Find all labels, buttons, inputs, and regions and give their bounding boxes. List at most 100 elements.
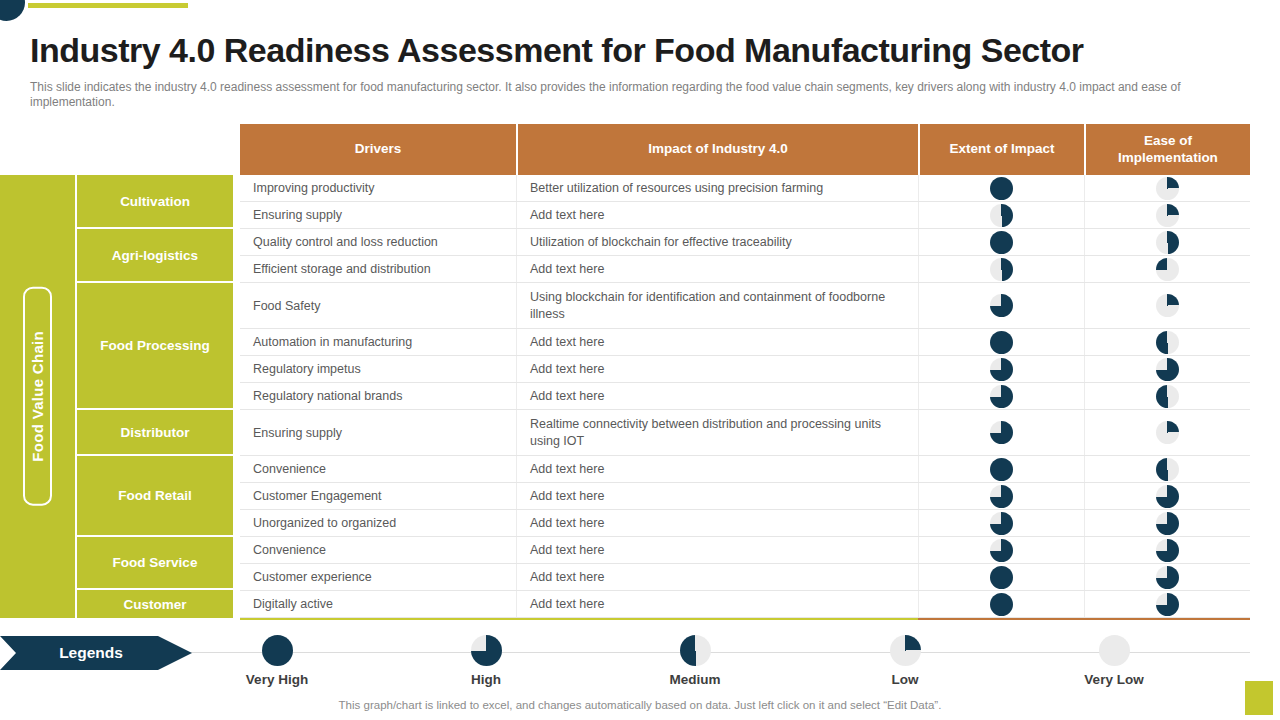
table-row: Improving productivity Better utilizatio… — [240, 175, 1250, 202]
harvey-ball-icon — [990, 458, 1013, 481]
ease-cell — [1084, 356, 1250, 382]
harvey-ball-icon — [990, 358, 1013, 381]
harvey-ball-icon — [680, 635, 711, 666]
extent-cell — [918, 537, 1084, 563]
legend-label: High — [471, 672, 501, 687]
harvey-ball-icon — [1156, 421, 1179, 444]
table-row: Regulatory national brands Add text here — [240, 383, 1250, 410]
page-title: Industry 4.0 Readiness Assessment for Fo… — [30, 31, 1084, 70]
group-customer: Customer — [77, 590, 233, 618]
extent-cell — [918, 256, 1084, 282]
ease-cell — [1084, 537, 1250, 563]
driver-cell: Regulatory impetus — [240, 356, 516, 382]
table-row: Automation in manufacturing Add text her… — [240, 329, 1250, 356]
impact-cell: Add text here — [516, 256, 918, 282]
table-row: Customer Engagement Add text here — [240, 483, 1250, 510]
driver-cell: Regulatory national brands — [240, 383, 516, 409]
table-row: Food Safety Using blockchain for identif… — [240, 283, 1250, 329]
extent-cell — [918, 202, 1084, 228]
harvey-ball-icon — [990, 231, 1013, 254]
harvey-ball-icon — [990, 331, 1013, 354]
harvey-ball-icon — [1156, 539, 1179, 562]
ease-cell — [1084, 483, 1250, 509]
legend-item-very-high: Very High — [207, 635, 347, 687]
header-extent-of-impact: Extent of Impact — [918, 124, 1084, 175]
driver-cell: Ensuring supply — [240, 410, 516, 455]
slide: Industry 4.0 Readiness Assessment for Fo… — [0, 0, 1280, 720]
table-bottom-accent-orange — [918, 618, 1250, 620]
extent-cell — [918, 356, 1084, 382]
header-ease-of-implementation: Ease of Implementation — [1084, 124, 1250, 175]
impact-cell: Add text here — [516, 456, 918, 482]
food-value-chain-sidebar: Food Value Chain Cultivation Agri-logist… — [0, 175, 233, 618]
legend-label: Very Low — [1084, 672, 1143, 687]
impact-cell: Using blockchain for identification and … — [516, 283, 918, 328]
harvey-ball-icon — [990, 204, 1013, 227]
table-bottom-accent-green — [240, 618, 918, 620]
driver-cell: Efficient storage and distribution — [240, 256, 516, 282]
driver-cell: Improving productivity — [240, 175, 516, 201]
group-distributor: Distributor — [77, 410, 233, 456]
extent-cell — [918, 591, 1084, 617]
driver-cell: Food Safety — [240, 283, 516, 328]
impact-cell: Add text here — [516, 591, 918, 617]
extent-cell — [918, 456, 1084, 482]
page-subtitle: This slide indicates the industry 4.0 re… — [30, 80, 1235, 110]
harvey-ball-icon — [990, 177, 1013, 200]
impact-cell: Utilization of blockchain for effective … — [516, 229, 918, 255]
harvey-ball-icon — [1156, 512, 1179, 535]
driver-cell: Ensuring supply — [240, 202, 516, 228]
harvey-ball-icon — [1156, 593, 1179, 616]
harvey-ball-icon — [1156, 294, 1179, 317]
table-row: Customer experience Add text here — [240, 564, 1250, 591]
group-food-service: Food Service — [77, 537, 233, 590]
harvey-ball-icon — [1099, 635, 1130, 666]
corner-circle-decoration — [0, 0, 25, 21]
extent-cell — [918, 229, 1084, 255]
legends-banner: Legends — [0, 636, 192, 670]
impact-cell: Add text here — [516, 483, 918, 509]
table-row: Ensuring supply Realtime connectivity be… — [240, 410, 1250, 456]
impact-cell: Add text here — [516, 510, 918, 536]
ease-cell — [1084, 329, 1250, 355]
extent-cell — [918, 564, 1084, 590]
ease-cell — [1084, 510, 1250, 536]
extent-cell — [918, 329, 1084, 355]
harvey-ball-icon — [990, 421, 1013, 444]
group-food-processing: Food Processing — [77, 283, 233, 410]
ease-cell — [1084, 383, 1250, 409]
harvey-ball-icon — [1156, 485, 1179, 508]
harvey-ball-icon — [990, 566, 1013, 589]
ease-cell — [1084, 564, 1250, 590]
footer-note: This graph/chart is linked to excel, and… — [0, 699, 1280, 711]
ease-cell — [1084, 229, 1250, 255]
impact-cell: Realtime connectivity between distributi… — [516, 410, 918, 455]
harvey-ball-icon — [1156, 258, 1179, 281]
impact-cell: Add text here — [516, 537, 918, 563]
group-food-retail: Food Retail — [77, 456, 233, 537]
harvey-ball-icon — [990, 294, 1013, 317]
ease-cell — [1084, 256, 1250, 282]
side-label-wrapper: Food Value Chain — [0, 175, 75, 618]
driver-cell: Customer Engagement — [240, 483, 516, 509]
harvey-ball-icon — [1156, 204, 1179, 227]
table-header: Drivers Impact of Industry 4.0 Extent of… — [240, 124, 1250, 175]
impact-cell: Add text here — [516, 383, 918, 409]
harvey-ball-icon — [990, 385, 1013, 408]
driver-cell: Digitally active — [240, 591, 516, 617]
table-row: Convenience Add text here — [240, 537, 1250, 564]
table-row: Efficient storage and distribution Add t… — [240, 256, 1250, 283]
driver-cell: Unorganized to organized — [240, 510, 516, 536]
ease-cell — [1084, 410, 1250, 455]
table-row: Digitally active Add text here — [240, 591, 1250, 618]
table-body: Improving productivity Better utilizatio… — [240, 175, 1250, 618]
header-drivers: Drivers — [240, 124, 516, 175]
legend-item-very-low: Very Low — [1044, 635, 1184, 687]
legend-label: Low — [892, 672, 919, 687]
table-row: Convenience Add text here — [240, 456, 1250, 483]
ease-cell — [1084, 202, 1250, 228]
legend-label: Very High — [246, 672, 308, 687]
food-value-chain-label: Food Value Chain — [23, 287, 52, 506]
harvey-ball-icon — [990, 539, 1013, 562]
table-row: Ensuring supply Add text here — [240, 202, 1250, 229]
